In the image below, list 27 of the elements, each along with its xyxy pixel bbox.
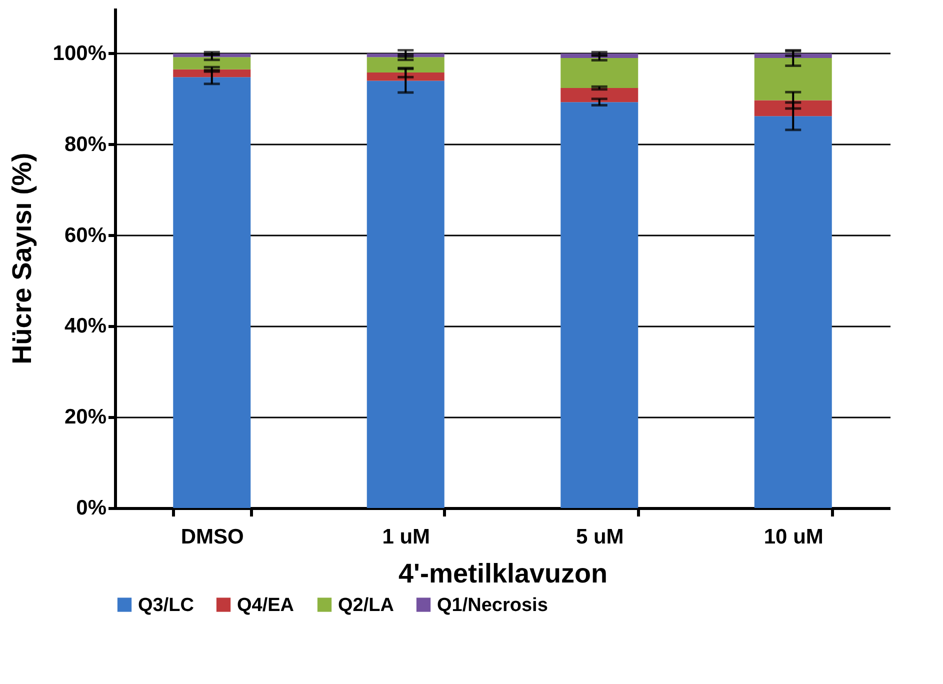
bar (173, 57, 251, 70)
y-tick-label: 60% (64, 224, 107, 247)
bar (754, 100, 832, 116)
legend-label: Q4/EA (237, 594, 294, 616)
x-tick-label: 5 uM (576, 526, 624, 548)
y-tick-label: 0% (76, 496, 107, 520)
x-tick-label: 10 uM (764, 526, 824, 548)
bar (560, 88, 638, 102)
bar (560, 58, 638, 88)
bar (173, 77, 251, 508)
legend-label: Q1/Necrosis (437, 594, 548, 616)
bar (366, 80, 444, 508)
x-tick-label: DMSO (180, 526, 244, 548)
bar (754, 58, 832, 100)
bar (754, 116, 832, 508)
y-axis-title: Hücre Sayısı (%) (6, 152, 37, 364)
y-tick-label: 80% (64, 132, 107, 156)
bar (366, 72, 444, 81)
y-tick-label: 100% (52, 42, 107, 65)
x-tick-label: 1 uM (382, 526, 430, 548)
legend-label: Q3/LC (138, 594, 194, 616)
x-axis-title: 4'-metilklavuzon (398, 558, 608, 588)
legend-label: Q2/LA (338, 594, 394, 616)
bar (560, 102, 638, 508)
y-tick-label: 20% (64, 406, 107, 429)
y-tick-label: 40% (64, 314, 107, 338)
bar (366, 57, 444, 73)
